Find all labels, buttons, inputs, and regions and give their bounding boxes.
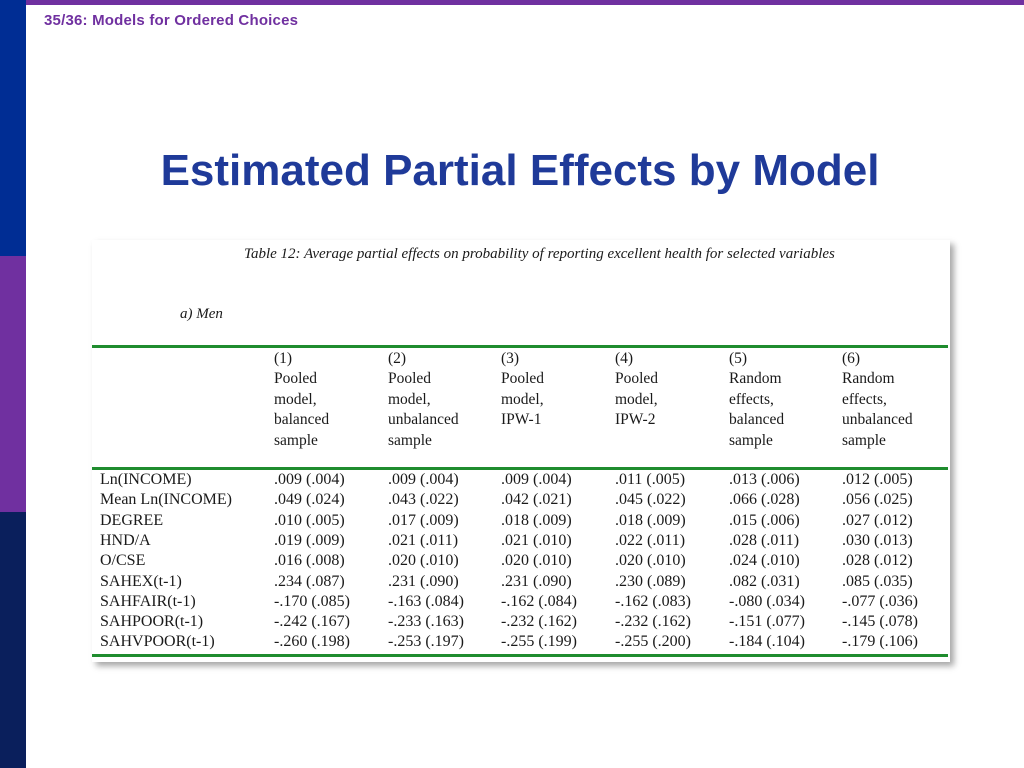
table-cell: .082 (.031)	[729, 572, 800, 590]
top-accent-bar	[0, 0, 1024, 5]
column-number: (2)	[388, 350, 407, 367]
table-cell: -.145 (.078)	[842, 613, 918, 631]
table-cell: -.260 (.198)	[274, 633, 350, 651]
table-cell: -.255 (.200)	[615, 633, 691, 651]
table-cell: .010 (.005)	[274, 511, 345, 529]
column-header: (2) Pooled model, unbalanced sample	[388, 349, 459, 451]
table-cell: .018 (.009)	[615, 511, 686, 529]
table-cell: -.232 (.162)	[501, 613, 577, 631]
table-top-rule	[92, 345, 948, 348]
column-description: Random effects, balanced sample	[729, 370, 785, 449]
table-cell: -.232 (.162)	[615, 613, 691, 631]
table-cell: .027 (.012)	[842, 511, 913, 529]
table-cell: .021 (.010)	[501, 531, 572, 549]
table-cell: .024 (.010)	[729, 552, 800, 570]
slide-header: 35/36: Models for Ordered Choices	[44, 12, 299, 29]
table-cell: -.179 (.106)	[842, 633, 918, 651]
table-cell: .017 (.009)	[388, 511, 459, 529]
table-cell: -.253 (.197)	[388, 633, 464, 651]
table-cell: .030 (.013)	[842, 531, 913, 549]
row-label: SAHPOOR(t-1)	[100, 613, 204, 631]
table-cell: .049 (.024)	[274, 491, 345, 509]
row-label: SAHVPOOR(t-1)	[100, 633, 215, 651]
table-cell: -.163 (.084)	[388, 592, 464, 610]
table-cell: .009 (.004)	[274, 471, 345, 488]
table-cell: .043 (.022)	[388, 491, 459, 509]
table-cell: -.080 (.034)	[729, 592, 805, 610]
table-cell: .020 (.010)	[388, 552, 459, 570]
side-bar-segment-purple	[0, 256, 26, 512]
table-cell: .019 (.009)	[274, 531, 345, 549]
column-description: Pooled model, unbalanced sample	[388, 370, 459, 449]
table-subheading: a) Men	[180, 306, 223, 322]
column-number: (1)	[274, 350, 293, 367]
column-header: (4) Pooled model, IPW-2	[615, 349, 658, 431]
table-cell: .018 (.009)	[501, 511, 572, 529]
slide-title: Estimated Partial Effects by Model	[160, 146, 880, 195]
table-cell: .012 (.005)	[842, 471, 913, 488]
table-cell: .009 (.004)	[388, 471, 459, 488]
table-cell: -.184 (.104)	[729, 633, 805, 651]
table-cell: .231 (.090)	[388, 572, 459, 590]
column-description: Pooled model, IPW-2	[615, 370, 659, 429]
table-cell: .015 (.006)	[729, 511, 800, 529]
column-description: Pooled model, balanced sample	[274, 370, 330, 449]
table-cell: .020 (.010)	[615, 552, 686, 570]
table-cell: .042 (.021)	[501, 491, 572, 509]
row-label: O/CSE	[100, 552, 146, 570]
table-cell: -.170 (.085)	[274, 592, 350, 610]
table-bottom-rule	[92, 654, 948, 657]
table-cell: .022 (.011)	[615, 531, 686, 549]
table-cell: -.162 (.084)	[501, 592, 577, 610]
side-color-bar	[0, 0, 26, 768]
side-bar-segment-blue	[0, 0, 26, 256]
column-header: (3) Pooled model, IPW-1	[501, 349, 544, 431]
table-figure: Table 12: Average partial effects on pro…	[92, 240, 950, 662]
table-cell: .013 (.006)	[729, 471, 800, 488]
table-cell: .020 (.010)	[501, 552, 572, 570]
table-cell: -.151 (.077)	[729, 613, 805, 631]
table-caption: Table 12: Average partial effects on pro…	[244, 246, 835, 262]
column-header: (1) Pooled model, balanced sample	[274, 349, 329, 451]
table-cell: .009 (.004)	[501, 471, 572, 488]
row-label: DEGREE	[100, 511, 164, 529]
table-cell: .011 (.005)	[615, 471, 686, 488]
column-number: (3)	[501, 350, 520, 367]
column-header: (6) Random effects, unbalanced sample	[842, 349, 913, 451]
table-cell: .085 (.035)	[842, 572, 913, 590]
table-cell: -.162 (.083)	[615, 592, 691, 610]
table-cell: .028 (.012)	[842, 552, 913, 570]
table-cell: .231 (.090)	[501, 572, 572, 590]
row-label: SAHFAIR(t-1)	[100, 592, 196, 610]
table-cell: .028 (.011)	[729, 531, 800, 549]
column-description: Pooled model, IPW-1	[501, 370, 545, 429]
side-bar-segment-navy	[0, 512, 26, 768]
table-cell: .021 (.011)	[388, 531, 459, 549]
table-cell: -.242 (.167)	[274, 613, 350, 631]
row-label: SAHEX(t-1)	[100, 572, 182, 590]
table-cell: .234 (.087)	[274, 572, 345, 590]
table-cell: -.077 (.036)	[842, 592, 918, 610]
table-cell: .045 (.022)	[615, 491, 686, 509]
table-cell: -.233 (.163)	[388, 613, 464, 631]
table-header-rule	[92, 467, 948, 470]
table-cell: .230 (.089)	[615, 572, 686, 590]
column-description: Random effects, unbalanced sample	[842, 370, 913, 449]
column-number: (4)	[615, 350, 634, 367]
table-cell: .016 (.008)	[274, 552, 345, 570]
table-cell: .066 (.028)	[729, 491, 800, 509]
row-label: HND/A	[100, 531, 151, 549]
table-cell: .056 (.025)	[842, 491, 913, 509]
row-label: Ln(INCOME)	[100, 471, 192, 488]
row-label: Mean Ln(INCOME)	[100, 491, 232, 509]
column-number: (5)	[729, 350, 748, 367]
column-header: (5) Random effects, balanced sample	[729, 349, 784, 451]
column-number: (6)	[842, 350, 861, 367]
table-cell: -.255 (.199)	[501, 633, 577, 651]
